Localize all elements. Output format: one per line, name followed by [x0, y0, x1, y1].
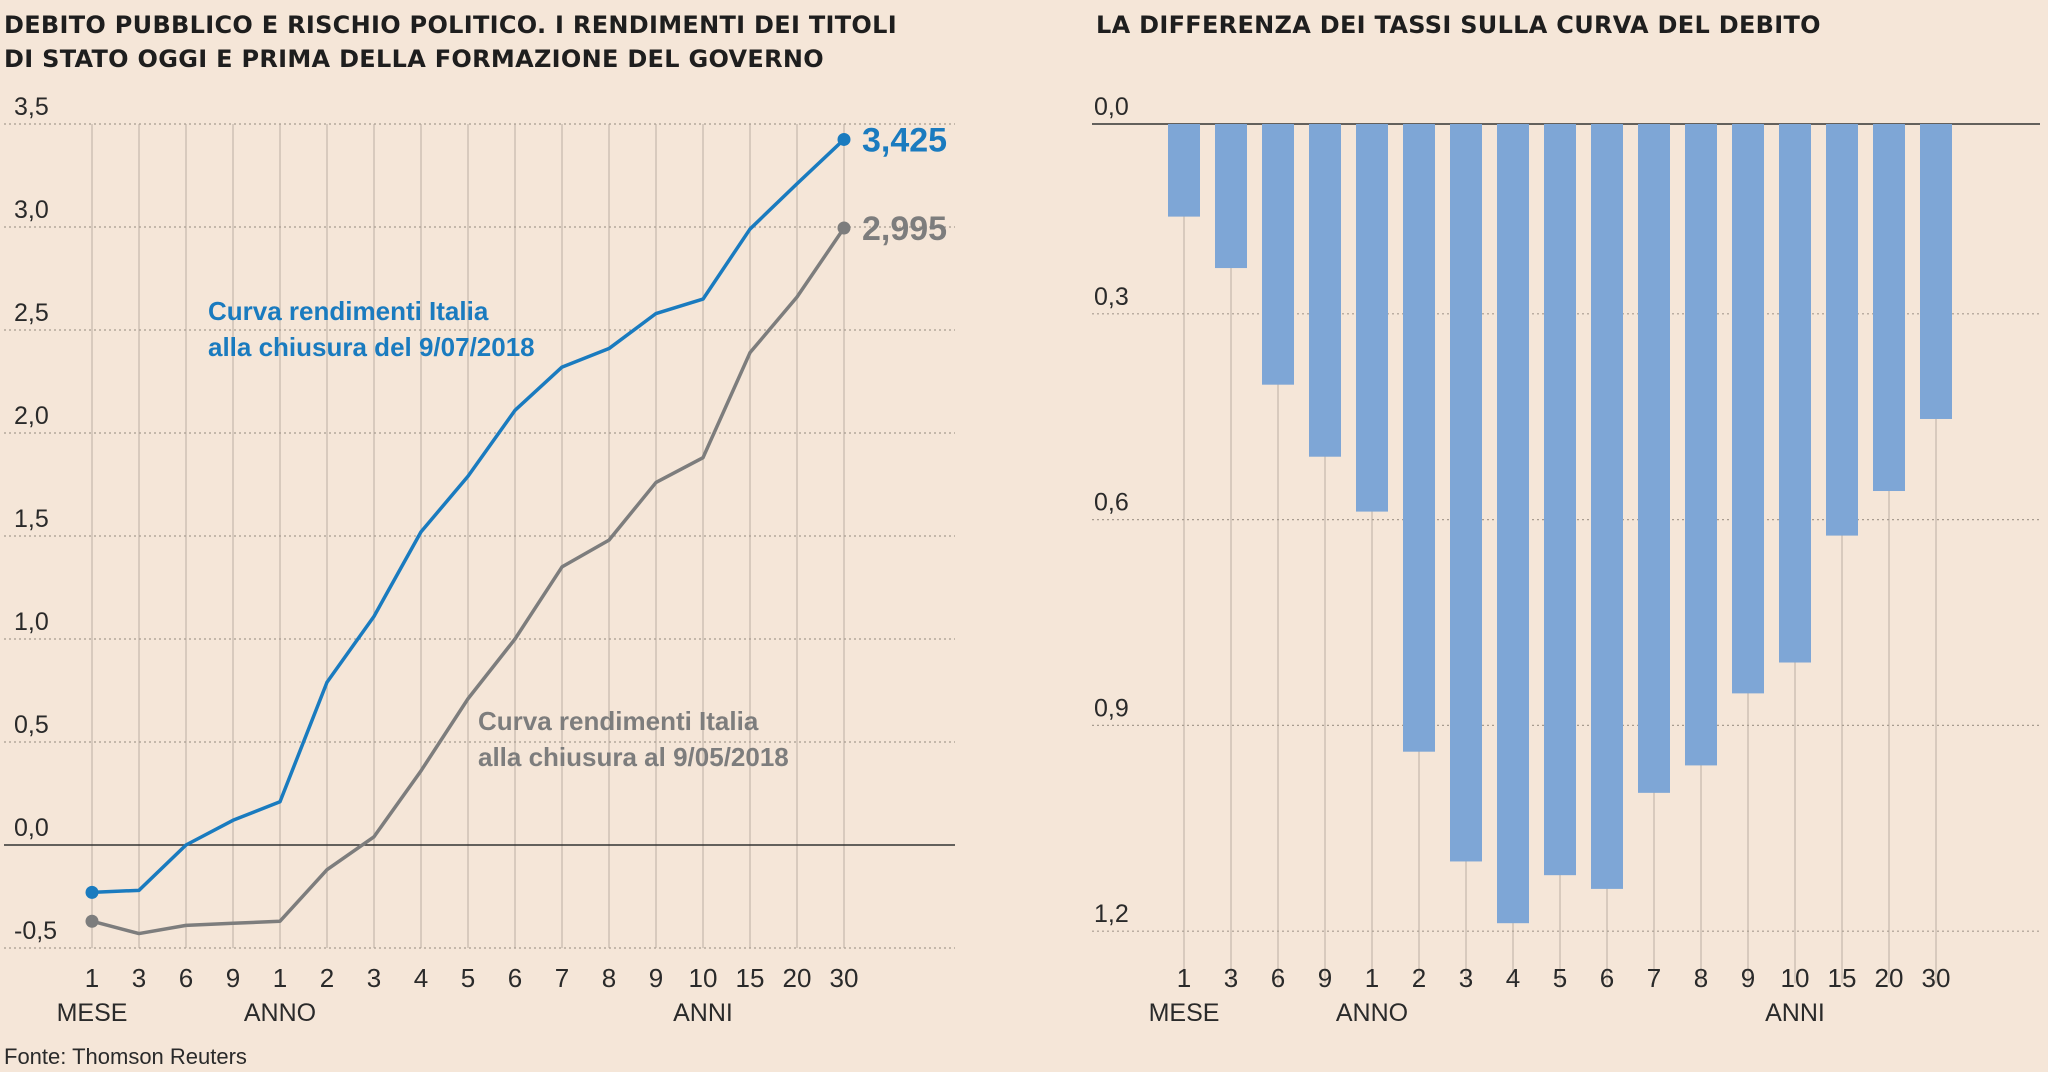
bar-chart-bar [1215, 124, 1247, 269]
line-chart-end-value-label: 3,425 [862, 121, 947, 159]
line-chart-y-tick-label: 0,0 [14, 814, 49, 842]
line-chart-x-tick-label: 1 [273, 963, 287, 993]
bar-chart-x-group-label: ANNO [1336, 999, 1408, 1027]
bar-chart-x-tick-label: 2 [1412, 963, 1426, 993]
line-chart-y-tick-label: -0,5 [14, 917, 57, 945]
line-chart-x-tick-label: 1 [85, 963, 99, 993]
line-chart-start-point [85, 885, 99, 899]
bar-chart-bar [1638, 124, 1670, 793]
left-chart-title-line-2: DI STATO OGGI E PRIMA DELLA FORMAZIONE D… [4, 45, 824, 73]
line-chart-x-tick-label: 9 [649, 963, 663, 993]
bar-chart-bar [1779, 124, 1811, 663]
line-chart-y-tick-label: 3,5 [14, 93, 49, 121]
left-chart-title-line-1: DEBITO PUBBLICO E RISCHIO POLITICO. I RE… [4, 11, 897, 39]
bar-chart-bar [1497, 124, 1529, 924]
bar-chart-bar [1309, 124, 1341, 457]
line-chart-x-tick-label: 4 [414, 963, 428, 993]
bar-chart-x-tick-label: 6 [1271, 963, 1285, 993]
line-chart-y-tick-label: 2,5 [14, 299, 49, 327]
bar-chart-x-group-label: ANNI [1765, 999, 1825, 1027]
line-chart-y-tick-label: 3,0 [14, 196, 49, 224]
bar-chart-bar [1544, 124, 1576, 876]
bar-chart-bar [1826, 124, 1858, 536]
bar-chart-bar [1403, 124, 1435, 752]
bar-chart-x-tick-label: 1 [1177, 963, 1191, 993]
bar-chart-bar [1356, 124, 1388, 512]
bar-chart-bar [1685, 124, 1717, 766]
line-chart-x-tick-label: 10 [689, 963, 718, 993]
bar-chart-x-tick-label: 3 [1459, 963, 1473, 993]
bar-chart-bar [1591, 124, 1623, 889]
line-chart-series-label: Curva rendimenti Italia [208, 296, 489, 326]
line-chart-y-tick-label: 0,5 [14, 711, 49, 739]
bar-chart-x-tick-label: 5 [1553, 963, 1567, 993]
bar-chart-bar [1262, 124, 1294, 385]
line-chart-x-tick-label: 30 [830, 963, 859, 993]
line-chart-x-tick-label: 20 [783, 963, 812, 993]
line-chart-x-tick-label: 3 [367, 963, 381, 993]
line-chart-x-group-label: MESE [57, 999, 128, 1027]
bar-chart-x-tick-label: 3 [1224, 963, 1238, 993]
bar-chart-y-tick-label: 0,6 [1094, 489, 1129, 517]
line-chart-x-tick-label: 6 [179, 963, 193, 993]
line-chart-end-value-label: 2,995 [862, 210, 947, 248]
line-chart-x-tick-label: 8 [602, 963, 616, 993]
line-chart-series-line [91, 138, 846, 895]
line-chart-end-point [837, 221, 851, 235]
bar-chart-x-tick-label: 6 [1600, 963, 1614, 993]
line-chart-x-tick-label: 3 [132, 963, 146, 993]
right-chart-title: LA DIFFERENZA DEI TASSI SULLA CURVA DEL … [1096, 11, 1821, 39]
line-chart-series-label: alla chiusura del 9/07/2018 [208, 332, 535, 362]
line-chart-end-point [837, 132, 851, 146]
line-chart-start-point [85, 914, 99, 928]
line-chart-x-group-label: ANNO [244, 999, 316, 1027]
bar-chart-y-tick-label: 1,2 [1094, 900, 1129, 928]
bar-chart-x-tick-label: 30 [1922, 963, 1951, 993]
bar-chart-bar [1920, 124, 1952, 419]
line-chart-y-tick-label: 1,0 [14, 608, 49, 636]
line-chart-x-tick-label: 7 [555, 963, 569, 993]
bar-chart-x-tick-label: 4 [1506, 963, 1520, 993]
left-chart-title: DEBITO PUBBLICO E RISCHIO POLITICO. I RE… [4, 8, 1004, 76]
line-chart-y-tick-label: 2,0 [14, 402, 49, 430]
bar-chart-bar [1450, 124, 1482, 862]
bar-chart-x-tick-label: 10 [1781, 963, 1810, 993]
bar-chart-x-tick-label: 9 [1318, 963, 1332, 993]
bar-chart-x-tick-label: 9 [1741, 963, 1755, 993]
line-chart-x-tick-label: 9 [226, 963, 240, 993]
line-chart-series-line [91, 227, 846, 936]
source-note: Fonte: Thomson Reuters [4, 1044, 247, 1069]
bar-chart-x-tick-label: 7 [1647, 963, 1661, 993]
bar-chart-bar [1168, 124, 1200, 217]
line-chart-series-label: Curva rendimenti Italia [478, 706, 759, 736]
bar-chart-y-tick-label: 0,0 [1094, 93, 1129, 121]
bar-chart-x-tick-label: 15 [1828, 963, 1857, 993]
line-chart-x-tick-label: 2 [320, 963, 334, 993]
bar-chart-x-tick-label: 20 [1875, 963, 1904, 993]
line-chart-series-label: alla chiusura al 9/05/2018 [478, 742, 789, 772]
line-chart: 3,5 3,0 2,5 2,0 1,5 1,0 0,5 0,0 -0,5 3,425 2,995 Cu… [4, 93, 955, 1027]
line-chart-x-tick-label: 6 [508, 963, 522, 993]
bar-chart-bar [1732, 124, 1764, 694]
bar-chart-y-tick-label: 0,9 [1094, 694, 1129, 722]
line-chart-x-tick-label: 5 [461, 963, 475, 993]
line-chart-x-group-label: ANNI [673, 999, 733, 1027]
bar-chart-y-tick-label: 0,3 [1094, 283, 1129, 311]
line-chart-x-tick-label: 15 [736, 963, 765, 993]
bar-chart: 0,00,30,60,91,21 3 6 9 1 2 3 4 5 6 7 8 9 10 15 20 30MESE… [1092, 93, 2040, 1027]
bar-chart-x-tick-label: 1 [1365, 963, 1379, 993]
line-chart-y-tick-label: 1,5 [14, 505, 49, 533]
bar-chart-x-tick-label: 8 [1694, 963, 1708, 993]
bar-chart-bar [1873, 124, 1905, 492]
bar-chart-x-group-label: MESE [1149, 999, 1220, 1027]
